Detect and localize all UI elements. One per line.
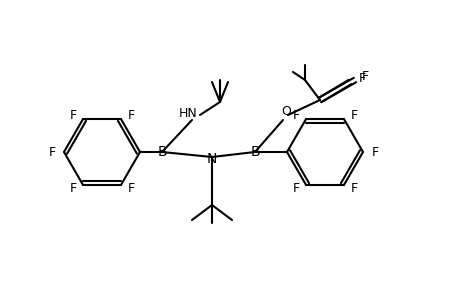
Text: F: F bbox=[350, 109, 357, 122]
Text: F: F bbox=[292, 182, 299, 195]
Text: B: B bbox=[157, 145, 167, 159]
Text: F: F bbox=[69, 109, 76, 122]
Text: F: F bbox=[127, 109, 134, 122]
Text: F: F bbox=[350, 182, 357, 195]
Text: B: B bbox=[250, 145, 259, 159]
Text: F: F bbox=[361, 70, 368, 83]
Text: F: F bbox=[292, 109, 299, 122]
Text: F: F bbox=[358, 71, 365, 85]
Text: F: F bbox=[370, 146, 378, 158]
Text: F: F bbox=[48, 146, 56, 158]
Text: N: N bbox=[207, 152, 217, 166]
Text: HN: HN bbox=[178, 106, 197, 119]
Text: F: F bbox=[127, 182, 134, 195]
Text: F: F bbox=[69, 182, 76, 195]
Text: O: O bbox=[280, 104, 290, 118]
